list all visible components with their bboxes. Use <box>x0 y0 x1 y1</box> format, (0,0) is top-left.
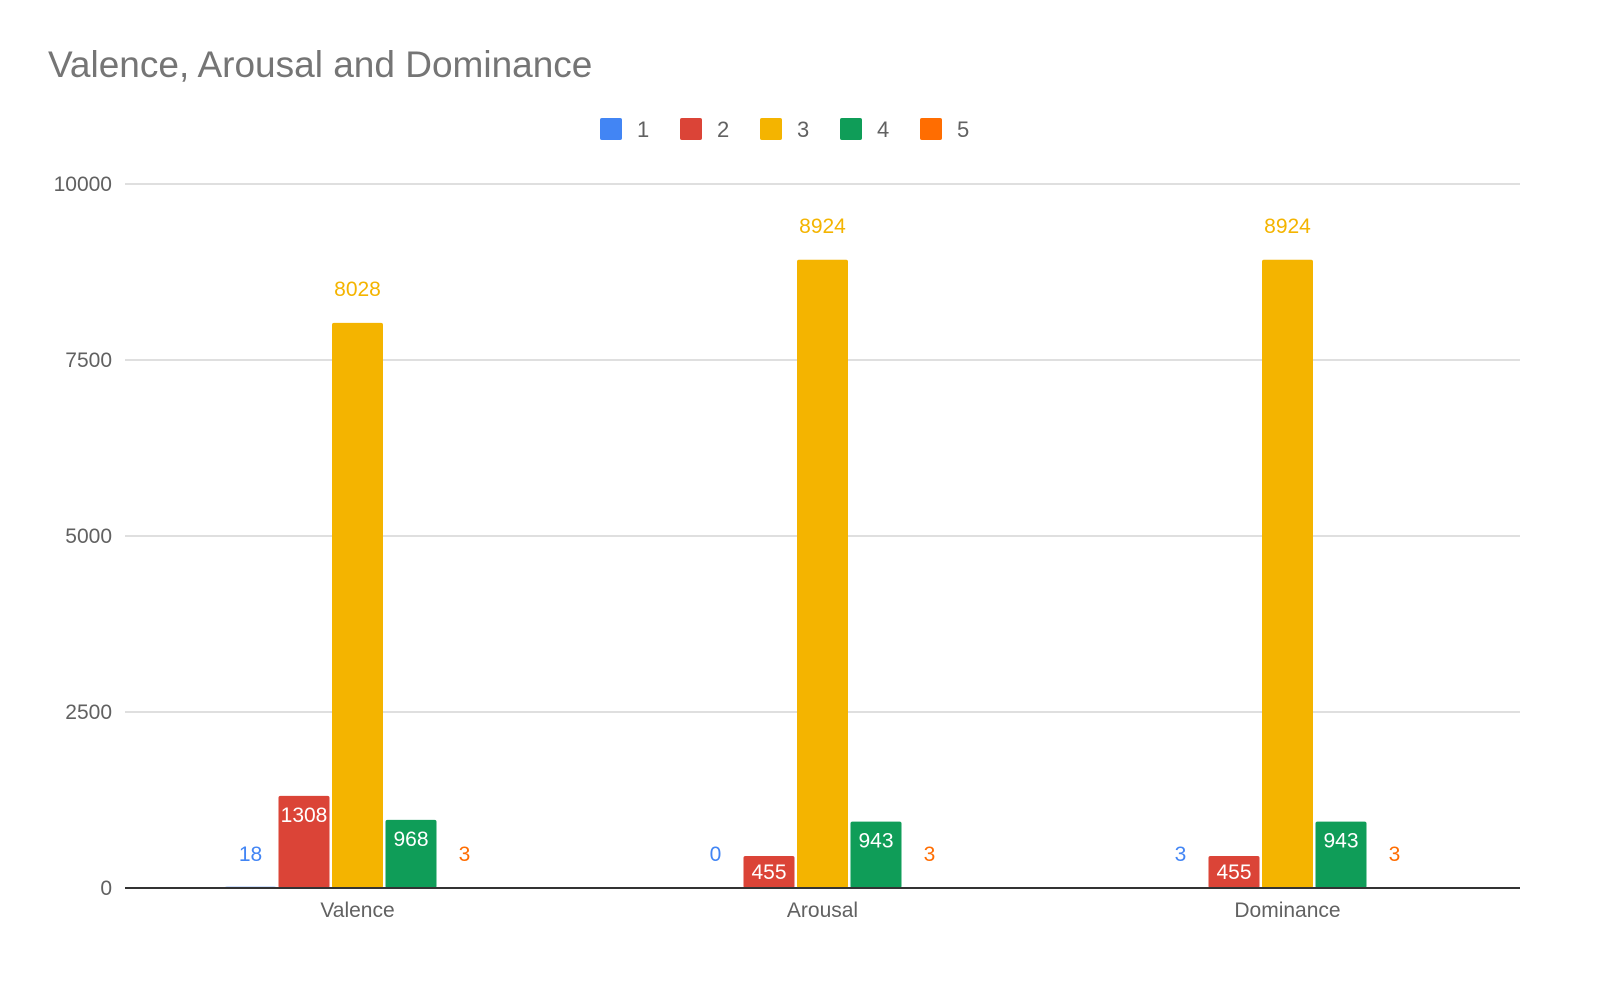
y-tick-label: 0 <box>100 877 112 900</box>
legend-label-4: 4 <box>877 117 889 142</box>
legend-label-5: 5 <box>957 117 969 142</box>
legend-swatch-4 <box>840 118 862 140</box>
bar-valence-2 <box>278 795 330 888</box>
data-label-arousal-4: 943 <box>858 830 893 853</box>
data-label-dominance-4: 943 <box>1323 830 1358 853</box>
x-category-label: Dominance <box>1234 899 1340 922</box>
legend-swatch-1 <box>600 118 622 140</box>
bar-valence-3 <box>332 322 383 888</box>
y-tick-label: 10000 <box>54 173 112 196</box>
data-label-valence-2: 1308 <box>281 804 328 827</box>
y-axis-tick-labels: 0 2500 5000 7500 10000 <box>54 173 112 900</box>
legend-label-3: 3 <box>797 117 809 142</box>
data-label-valence-3: 8028 <box>334 278 381 301</box>
legend-swatch-2 <box>680 118 702 140</box>
data-label-dominance-2: 455 <box>1216 861 1251 884</box>
data-label-arousal-2: 455 <box>751 861 786 884</box>
bar-arousal-3 <box>797 259 848 889</box>
legend-swatch-3 <box>760 118 782 140</box>
data-label-arousal-5: 3 <box>924 843 936 866</box>
data-label-dominance-1: 3 <box>1175 843 1187 866</box>
legend-swatch-5 <box>920 118 942 140</box>
data-label-dominance-5: 3 <box>1389 843 1401 866</box>
y-tick-label: 7500 <box>65 349 112 372</box>
data-label-valence-1: 18 <box>239 843 262 866</box>
data-label-valence-4: 968 <box>393 828 428 851</box>
data-label-valence-5: 3 <box>459 843 471 866</box>
bar-dominance-4 <box>1315 821 1367 888</box>
bar-arousal-2 <box>743 855 795 888</box>
bar-dominance-2 <box>1208 855 1260 888</box>
bars <box>225 259 1420 889</box>
data-labels: 18 1308 8028 968 3 0 455 8924 943 3 3 455 8924 943 3 <box>239 215 1401 884</box>
y-tick-label: 2500 <box>65 701 112 724</box>
y-tick-label: 5000 <box>65 525 112 548</box>
data-label-dominance-3: 8924 <box>1264 215 1311 238</box>
legend-label-1: 1 <box>637 117 649 142</box>
bar-valence-4 <box>385 819 437 888</box>
bar-dominance-3 <box>1262 259 1313 889</box>
legend: 1 2 3 4 5 <box>600 117 969 142</box>
legend-label-2: 2 <box>717 117 729 142</box>
x-category-label: Valence <box>320 899 394 922</box>
x-axis-category-labels: Valence Arousal Dominance <box>320 899 1340 922</box>
data-label-arousal-1: 0 <box>710 843 722 866</box>
bar-arousal-4 <box>850 821 902 888</box>
data-label-arousal-3: 8924 <box>799 215 846 238</box>
chart-title: Valence, Arousal and Dominance <box>48 44 592 85</box>
x-category-label: Arousal <box>787 899 858 922</box>
